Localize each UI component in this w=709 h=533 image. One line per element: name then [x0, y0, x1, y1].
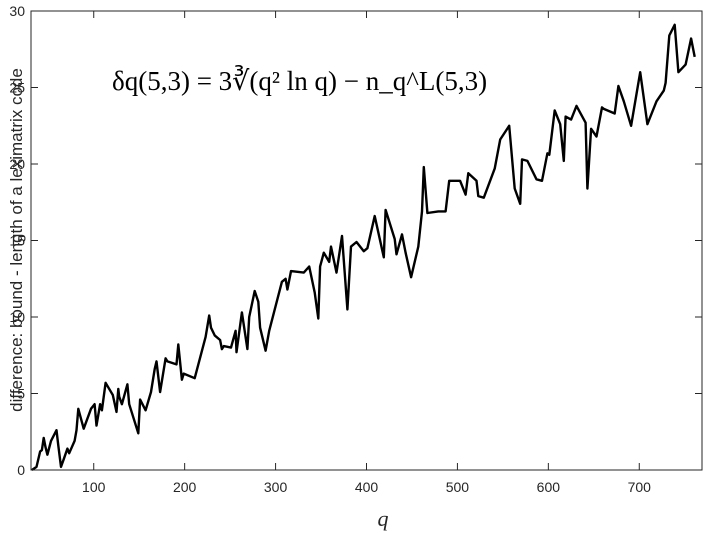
y-tick-label: 15	[9, 233, 25, 249]
y-tick-label: 25	[9, 80, 25, 96]
y-tick-label: 20	[9, 156, 25, 172]
x-axis-ticks: 100 200 300 400 500 600 700	[82, 11, 651, 495]
y-tick-label: 0	[17, 462, 25, 478]
x-tick-label: 400	[355, 479, 379, 495]
x-tick-label: 300	[264, 479, 288, 495]
y-axis-label: difference: bound - length of a leximatr…	[7, 68, 26, 412]
y-axis-ticks: 0 5 10 15 20 25 30	[9, 3, 702, 478]
x-tick-label: 200	[173, 479, 197, 495]
x-tick-label: 600	[537, 479, 561, 495]
y-tick-label: 30	[9, 3, 25, 19]
formula-annotation: δq(5,3) = 3∛(q² ln q) − n_q^L(5,3)	[112, 66, 488, 96]
x-tick-label: 700	[628, 479, 652, 495]
plot-frame	[30, 10, 703, 471]
y-tick-label: 5	[17, 386, 25, 402]
x-tick-label: 500	[446, 479, 470, 495]
plot-area	[31, 11, 702, 470]
x-tick-label: 100	[82, 479, 106, 495]
x-axis-label: q	[378, 506, 389, 531]
y-tick-label: 10	[9, 309, 25, 325]
series-line	[31, 23, 696, 471]
